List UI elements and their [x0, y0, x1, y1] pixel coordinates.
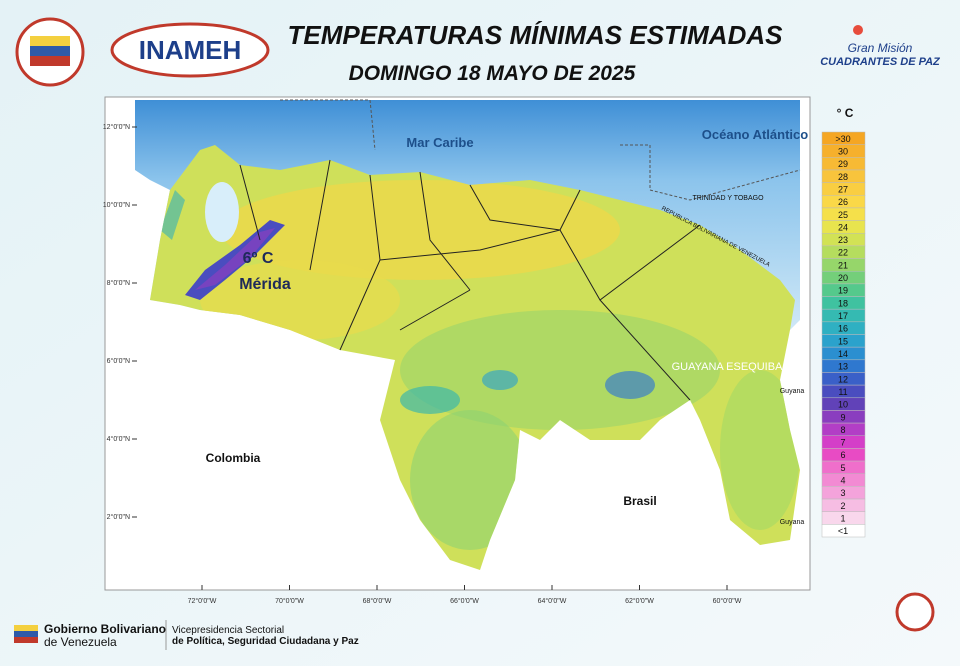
legend-swatch — [821, 524, 866, 538]
map: Mar Caribe Océano Atlántico Colombia Bra… — [103, 96, 811, 605]
cuadrantes-logo: Gran Misión CUADRANTES DE PAZ — [820, 25, 941, 68]
country-label: Guyana — [780, 388, 805, 395]
legend-label: 12 — [838, 374, 848, 384]
lon-labels: 72°0'0"W 70°0'0"W 68°0'0"W 66°0'0"W 64°0'0"W… — [188, 585, 742, 605]
lon-label: 66°0'0"W — [450, 597, 479, 605]
legend-label: 29 — [838, 159, 848, 169]
legend-label: 18 — [838, 298, 848, 308]
lat-label: 8°0'0"N — [107, 279, 130, 287]
min-place: Mérida — [239, 276, 291, 293]
logo-text: CUADRANTES DE PAZ — [820, 56, 941, 68]
lon-label: 68°0'0"W — [363, 597, 392, 605]
state-borders — [239, 159, 701, 401]
legend-label: 16 — [838, 324, 848, 334]
maritime-border — [620, 144, 801, 201]
legend-label: 21 — [838, 260, 848, 270]
legend-label: 9 — [840, 412, 845, 422]
lat-label: 6°0'0"N — [107, 357, 130, 365]
footer-text: Gobierno Bolivariano — [44, 622, 166, 636]
min-value: 6º C — [243, 250, 274, 267]
legend-label: 15 — [838, 336, 848, 346]
legend-label: 10 — [838, 400, 848, 410]
legend: ° C >30302928272625242322212019181716151… — [821, 106, 866, 538]
lat-label: 2°0'0"N — [107, 513, 130, 521]
logo-text: Gran Misión — [848, 41, 913, 55]
title: TEMPERATURAS MÍNIMAS ESTIMADAS — [288, 20, 784, 50]
legend-label: 3 — [840, 488, 845, 498]
footer: Gobierno Bolivariano de Venezuela Vicepr… — [14, 592, 935, 650]
legend-label: <1 — [838, 526, 848, 536]
legend-label: 2 — [840, 501, 845, 511]
maritime-border — [280, 99, 376, 151]
legend-label: 6 — [840, 450, 845, 460]
legend-label: 13 — [838, 362, 848, 372]
region-label: GUAYANA ESEQUIBA — [672, 361, 784, 373]
legend-label: 27 — [838, 184, 848, 194]
lat-label: 10°0'0"N — [103, 201, 130, 209]
sea-label: Mar Caribe — [406, 135, 473, 150]
lon-label: 60°0'0"W — [713, 597, 742, 605]
legend-label: 26 — [838, 197, 848, 207]
legend-label: >30 — [835, 134, 850, 144]
legend-label: 22 — [838, 248, 848, 258]
lon-label: 64°0'0"W — [538, 597, 567, 605]
colombia-land — [135, 100, 480, 585]
footer-text: de Política, Seguridad Ciudadana y Paz — [172, 636, 359, 647]
logo-text: INAMEH — [139, 35, 242, 65]
legend-label: 11 — [838, 387, 847, 397]
footer-text: de Venezuela — [44, 635, 117, 649]
legend-label: 28 — [838, 172, 848, 182]
lon-label: 62°0'0"W — [625, 597, 654, 605]
lat-labels: 12°0'0"N 10°0'0"N 8°0'0"N 6°0'0"N 4°0'0"N 2°0… — [103, 123, 137, 521]
country-label: TRINIDAD Y TOBAGO — [692, 195, 764, 202]
legend-label: 19 — [838, 286, 848, 296]
lat-label: 12°0'0"N — [103, 123, 130, 131]
inameh-logo: INAMEH — [110, 22, 270, 78]
logo-left — [15, 17, 85, 87]
legend-title: ° C — [837, 106, 854, 120]
country-label: Guyana — [780, 519, 805, 526]
lake-maracaibo — [205, 182, 239, 242]
legend-label: 5 — [840, 463, 845, 473]
subtitle: DOMINGO 18 MAYO DE 2025 — [349, 62, 636, 85]
ocean-label: Océano Atlántico — [702, 127, 808, 142]
legend-label: 17 — [838, 311, 848, 321]
lon-label: 72°0'0"W — [188, 597, 217, 605]
country-label: Brasil — [623, 494, 656, 508]
lon-label: 70°0'0"W — [275, 597, 304, 605]
legend-label: 8 — [840, 425, 845, 435]
legend-label: 14 — [838, 349, 848, 359]
brazil-guyana-land — [480, 320, 800, 585]
legend-label: 24 — [838, 222, 848, 232]
country-label: Colombia — [206, 451, 261, 465]
legend-label: 20 — [838, 273, 848, 283]
legend-label: 7 — [840, 438, 845, 448]
legend-label: 23 — [838, 235, 848, 245]
legend-label: 1 — [840, 514, 845, 524]
lat-label: 4°0'0"N — [107, 435, 130, 443]
legend-label: 4 — [840, 476, 845, 486]
footer-text: Vicepresidencia Sectorial — [172, 625, 284, 636]
legend-label: 30 — [838, 146, 848, 156]
legend-label: 25 — [838, 210, 848, 220]
